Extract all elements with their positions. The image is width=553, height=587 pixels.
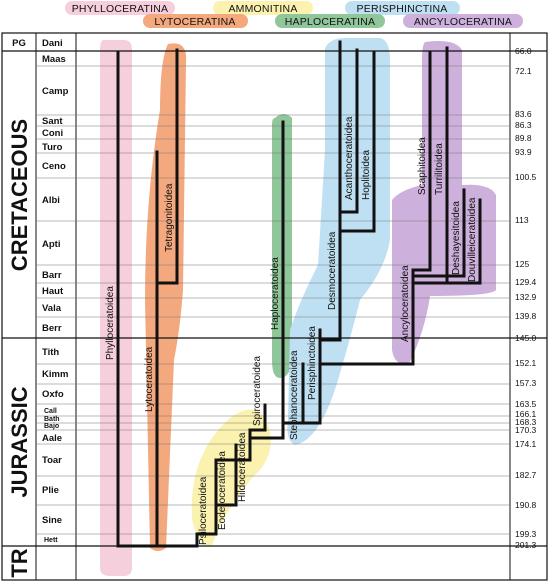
label-hoplitoidea: Hoplitoidea	[361, 150, 372, 200]
age-labels: 66.0 72.1 83.6 86.3 89.8 93.9 100.5 113 …	[515, 46, 537, 550]
label-scaphitoidea: Scaphitoidea	[417, 137, 428, 195]
age-label: 93.9	[515, 147, 532, 157]
age-label: 168.3	[515, 417, 537, 427]
label-eoderoceratoidea: Eoderoceratoidea	[217, 451, 228, 530]
legend-lytoceratina-swatch	[143, 14, 248, 28]
legend-ancyloceratina-swatch	[403, 14, 523, 28]
stage-call: Call	[44, 408, 57, 415]
stage-apti: Apti	[42, 239, 60, 250]
stage-hett: Hett	[44, 537, 58, 544]
legend-lytoceratina: LYTOCERATINA	[154, 16, 235, 28]
period-pg: PG	[12, 38, 26, 49]
stage-sant: Sant	[42, 116, 63, 127]
legend-ancyloceratina: ANCYLOCERATINA	[414, 16, 512, 28]
age-label: 182.7	[515, 470, 537, 480]
stage-barr: Barr	[42, 270, 62, 281]
stage-plie: Plie	[42, 485, 59, 496]
stage-turo: Turo	[42, 142, 63, 153]
age-label: 132.9	[515, 292, 537, 302]
age-label: 170.3	[515, 425, 537, 435]
stage-ceno: Ceno	[42, 161, 66, 172]
stage-toar: Toar	[42, 455, 62, 466]
stage-haut: Haut	[42, 286, 64, 297]
clade-blobs	[100, 38, 496, 576]
stage-bajo: Bajo	[44, 423, 59, 430]
label-phylloceratoidea: Phylloceratoidea	[105, 286, 116, 360]
stage-berr: Berr	[42, 323, 62, 334]
age-label: 190.8	[515, 500, 537, 510]
age-label: 163.5	[515, 399, 537, 409]
age-label: 83.6	[515, 109, 532, 119]
stage-maas: Maas	[42, 54, 66, 65]
legend-haploceratina: HAPLOCERATINA	[285, 16, 376, 28]
age-label: 174.1	[515, 439, 537, 449]
stage-albi: Albi	[42, 195, 60, 206]
label-acanthoceratoidea: Acanthoceratoidea	[344, 116, 355, 200]
stage-coni: Coni	[42, 128, 63, 139]
stage-bath: Bath	[44, 416, 60, 423]
legend-phylloceratina: PHYLLOCERATINA	[72, 3, 169, 15]
age-label: 152.1	[515, 358, 537, 368]
label-turrilitoidea: Turrilitoidea	[434, 143, 445, 195]
label-stephanoceratoidea: Stephanoceratoidea	[289, 350, 300, 440]
age-label: 157.3	[515, 378, 537, 388]
stage-oxfo: Oxfo	[42, 389, 64, 400]
period-tr: TR	[7, 548, 32, 577]
stage-tith: Tith	[42, 347, 59, 358]
age-label: 113	[515, 215, 529, 225]
label-perisphinctoidea: Perisphinctoidea	[307, 326, 318, 400]
label-haploceratoidea: Haploceratoidea	[270, 257, 281, 330]
stage-labels: Dani Maas Camp Sant Coni Turo Ceno Albi …	[42, 38, 69, 544]
label-ancyloceratoidea: Ancyloceratoidea	[400, 265, 411, 342]
stage-vala: Vala	[42, 303, 62, 314]
stage-camp: Camp	[42, 86, 69, 97]
frame	[1, 32, 548, 581]
period-jurassic: JURASSIC	[7, 386, 32, 497]
label-douvilleiceratoidea: Douvilleiceratoidea	[467, 197, 478, 282]
age-label: 86.3	[515, 120, 532, 130]
phylogeny-tree	[116, 40, 482, 548]
age-label: 125	[515, 259, 529, 269]
legend-haploceratina-swatch	[275, 14, 385, 28]
age-label: 145.0	[515, 333, 537, 343]
taxon-labels: Phylloceratoidea Lytoceratoidea Tetragon…	[105, 116, 478, 545]
age-label: 129.4	[515, 277, 537, 287]
age-label: 72.1	[515, 66, 532, 76]
label-tetragonitoidea: Tetragonitoidea	[164, 183, 175, 252]
label-deshayesitoidea: Deshayesitoidea	[451, 201, 462, 275]
legend-phylloceratina-swatch	[65, 1, 175, 15]
stage-kimm: Kimm	[42, 369, 68, 380]
legend-ammonitina-swatch	[213, 1, 313, 15]
legend-ammonitina: AMMONITINA	[228, 3, 297, 15]
age-label: 100.5	[515, 172, 537, 182]
age-label: 89.8	[515, 133, 532, 143]
stage-sine: Sine	[42, 515, 62, 526]
age-label: 166.1	[515, 409, 537, 419]
stage-dani: Dani	[42, 38, 63, 49]
outer-frame	[1, 32, 548, 581]
age-label: 201.3	[515, 540, 537, 550]
blob-phylloceratina	[100, 40, 132, 576]
age-label: 66.0	[515, 46, 532, 56]
period-cretaceous: CRETACEOUS	[7, 119, 32, 271]
age-label: 199.3	[515, 529, 537, 539]
legend: PHYLLOCERATINA AMMONITINA PERISPHINCTINA…	[65, 1, 523, 28]
label-lytoceratoidea: Lytoceratoidea	[144, 346, 155, 412]
age-label: 139.8	[515, 311, 537, 321]
blob-lytoceratina	[145, 43, 187, 552]
legend-perisphinctina: PERISPHINCTINA	[357, 3, 448, 15]
label-desmoceratoidea: Desmoceratoidea	[327, 231, 338, 310]
legend-perisphinctina-swatch	[345, 1, 460, 15]
label-spiroceratoidea: Spiroceratoidea	[252, 356, 263, 426]
label-psiloceratoidea: Psiloceratoidea	[198, 476, 209, 545]
label-hildoceratoidea: Hildoceratoidea	[237, 432, 248, 502]
stage-aale: Aale	[42, 433, 62, 444]
